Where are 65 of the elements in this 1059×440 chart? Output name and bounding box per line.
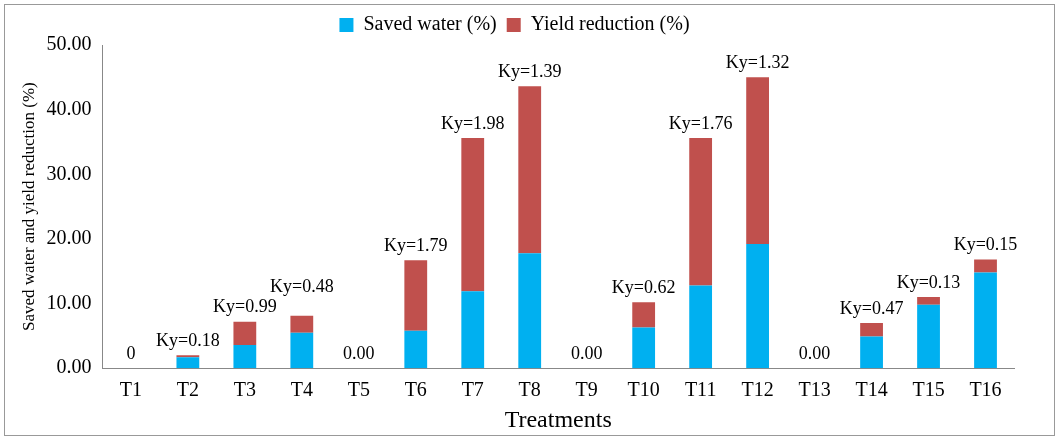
annotation: Ky=0.99 xyxy=(213,296,277,317)
x-tick-label: T3 xyxy=(233,378,256,401)
y-tick-label: 40.00 xyxy=(46,96,92,119)
annotation: Ky=0.48 xyxy=(269,276,334,297)
bar xyxy=(917,297,940,305)
bar xyxy=(917,304,940,369)
bar xyxy=(461,138,485,292)
annotation: Ky=1.79 xyxy=(383,234,448,255)
y-tick-label: 10.00 xyxy=(46,290,92,313)
y-tick-label: 50.00 xyxy=(46,32,92,55)
annotation: Ky=1.76 xyxy=(668,112,733,133)
x-tick-label: T2 xyxy=(176,378,199,401)
bar xyxy=(746,77,770,245)
bar xyxy=(518,253,542,369)
x-tick-label: T14 xyxy=(855,378,888,401)
bar xyxy=(461,291,485,369)
x-tick-label: T16 xyxy=(969,378,1002,401)
annotation: 0.00 xyxy=(798,342,831,363)
bar xyxy=(689,138,713,286)
bar xyxy=(632,327,656,369)
x-tick-label: T1 xyxy=(119,378,142,401)
bar xyxy=(689,285,713,369)
x-axis-title: Treatments xyxy=(504,405,612,432)
x-tick-label: T10 xyxy=(627,378,660,401)
annotation: Ky=1.98 xyxy=(440,112,505,133)
bar xyxy=(404,330,428,369)
annotation: Ky=0.62 xyxy=(611,277,676,297)
annotation: Ky=1.39 xyxy=(497,61,562,82)
bar xyxy=(746,244,770,369)
x-tick-label: T15 xyxy=(912,378,945,401)
annotation: Ky=0.47 xyxy=(839,297,904,318)
bar xyxy=(974,259,997,273)
x-tick-label: T7 xyxy=(461,378,484,401)
x-tick-label: T8 xyxy=(518,378,541,401)
y-tick-label: 20.00 xyxy=(46,226,92,249)
bar xyxy=(290,332,314,369)
bar xyxy=(518,86,542,254)
x-tick-label: T11 xyxy=(684,378,717,401)
legend-label: Saved water (%) xyxy=(363,12,497,36)
x-tick-label: T4 xyxy=(290,378,313,401)
bar xyxy=(176,357,200,369)
bar xyxy=(404,260,428,331)
bar xyxy=(290,315,314,333)
x-tick-label: T12 xyxy=(741,378,774,401)
x-tick-label: T13 xyxy=(798,378,831,401)
annotation: 0.00 xyxy=(343,342,375,363)
legend-label: Yield reduction (%) xyxy=(530,12,690,36)
annotation: 0 xyxy=(126,342,136,363)
y-axis-title: Saved water and yield reduction (%) xyxy=(18,82,38,331)
bar xyxy=(233,344,257,369)
annotation: Ky=0.15 xyxy=(953,234,1018,255)
annotation: 0.00 xyxy=(570,342,603,363)
annotation: Ky=1.32 xyxy=(725,52,790,73)
annotation: Ky=0.13 xyxy=(896,271,961,292)
bar xyxy=(860,336,883,369)
bar xyxy=(974,272,997,369)
x-tick-label: T6 xyxy=(404,378,427,401)
x-tick-label: T5 xyxy=(347,378,370,401)
bar xyxy=(233,321,257,345)
y-tick-label: 0.00 xyxy=(56,355,92,378)
bar xyxy=(632,302,656,328)
y-tick-label: 30.00 xyxy=(46,161,92,184)
bar xyxy=(860,322,883,337)
x-tick-label: T9 xyxy=(575,378,598,401)
annotation: Ky=0.18 xyxy=(156,330,220,351)
